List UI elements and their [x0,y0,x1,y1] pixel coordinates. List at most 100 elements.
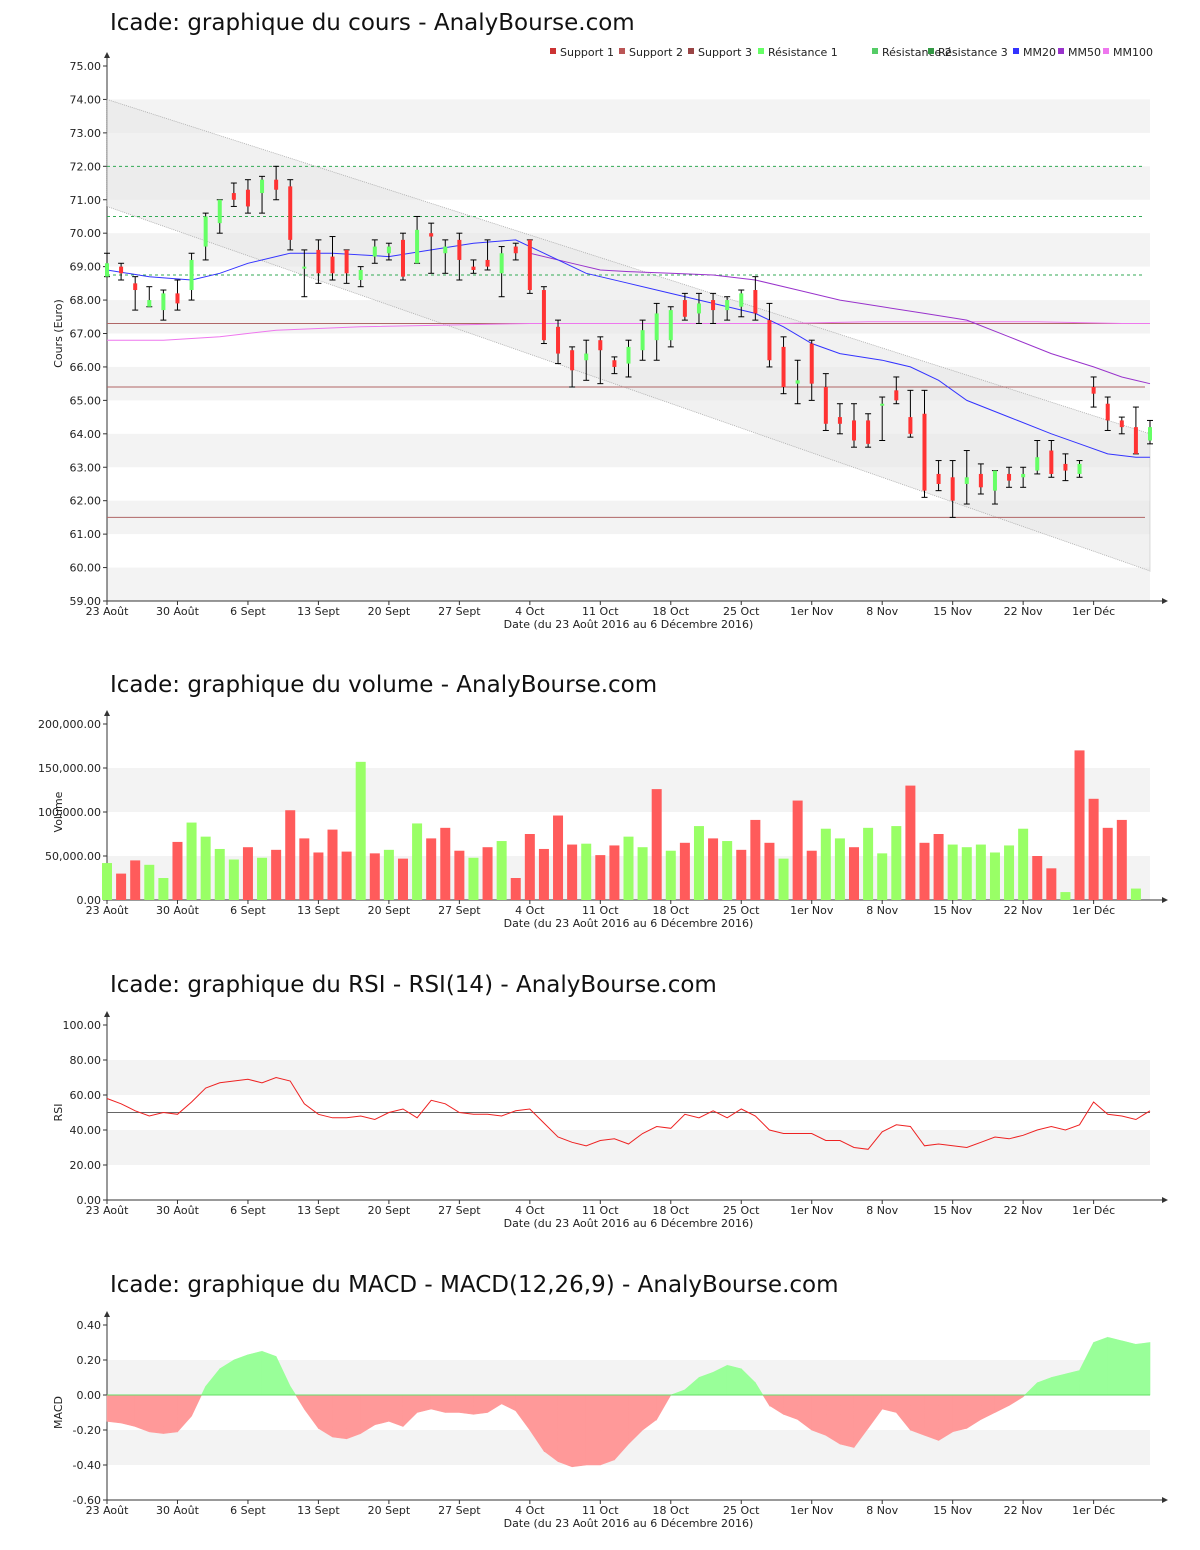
y-tick-label: 0.00 [77,1389,102,1402]
y-tick-label: 20.00 [70,1159,102,1172]
volume-bar [581,843,592,900]
mm20-line [106,239,1150,458]
candle-body [992,470,997,491]
y-tick-label: -0.20 [73,1424,101,1437]
x-tick-label: 6 Sept [230,1504,266,1517]
candle [188,252,195,301]
candle-body [1063,463,1068,471]
volume-bar [637,847,648,900]
x-axis-arrow [1162,1497,1168,1503]
volume-bar [919,842,930,900]
candle [949,460,956,518]
candle [484,239,491,271]
candle-body [795,380,800,384]
candle [1147,419,1153,445]
volume-bar [468,857,479,900]
x-axis-label: Date (du 23 Août 2016 au 6 Décembre 2016… [504,1517,754,1530]
candle-body [908,417,913,434]
candle-body [1133,427,1138,454]
candle [851,403,858,448]
x-tick-label: 8 Nov [866,1204,898,1217]
y-tick-label: 150,000.00 [38,762,101,775]
volume-bar [961,847,972,900]
candle [597,336,604,385]
volume-chart-title: Icade: graphique du volume - AnalyBourse… [110,672,658,698]
x-tick-label: 6 Sept [230,904,266,917]
candle [681,292,688,321]
x-tick-label: 27 Sept [438,1504,481,1517]
price-chart-title: Icade: graphique du cours - AnalyBourse.… [110,10,635,36]
x-tick-label: 22 Nov [1004,1204,1043,1217]
volume-bar [708,838,719,900]
candle [174,279,181,311]
candle-body [556,326,561,354]
volume-bar [454,850,465,900]
volume-bar [736,849,747,900]
x-tick-label: 18 Oct [653,605,690,618]
macd-chart-title: Icade: graphique du MACD - MACD(12,26,9)… [110,1272,839,1298]
price-chart: 59.00 60.00 61.00 62.00 63.00 64.00 65.00 66.00… [52,46,1168,631]
y-axis-arrow [104,710,110,716]
x-tick-label: 4 Oct [515,605,545,618]
x-tick-label: 11 Oct [582,1204,619,1217]
candle [625,339,632,378]
candle [385,242,392,261]
candle [822,373,829,431]
x-tick-label: 1er Déc [1072,605,1115,618]
volume-bar [975,844,986,900]
x-tick-label: 30 Août [156,1204,200,1217]
candle [1048,440,1055,478]
y-tick-label: 73.00 [70,127,102,140]
y-tick-label: 100.00 [63,1019,102,1032]
candle-body [1119,420,1124,428]
candle-body [612,360,617,367]
legend-label: MM50 [1068,46,1101,59]
y-tick-label: 70.00 [70,227,102,240]
x-tick-label: 22 Nov [1004,904,1043,917]
candle-body [978,473,983,488]
candle-body [725,300,730,311]
candle [879,396,886,441]
candle-body [640,330,645,351]
volume-bar [1018,828,1029,900]
x-tick-label: 30 Août [156,605,200,618]
x-tick-label: 13 Sept [297,904,340,917]
candle-body [584,353,589,361]
candle-body [767,320,772,361]
candle-body [598,340,603,351]
candle [132,276,139,311]
volume-bar [397,858,408,900]
candle [540,286,547,345]
candle-body [133,283,138,291]
legend-label: Support 2 [629,46,683,59]
candle [399,232,406,281]
legend-label: Support 3 [698,46,752,59]
x-tick-label: 20 Sept [368,1504,411,1517]
volume-bar [750,819,761,900]
candle-body [513,246,518,254]
volume-bar [383,849,394,900]
legend-label: Résistance 2 [882,46,952,59]
volume-bar [271,849,282,900]
price-panel: Icade: graphique du cours - AnalyBourse.… [0,0,1200,640]
legend-label: MM20 [1023,46,1056,59]
volume-bar [778,858,789,900]
candle [893,376,900,405]
volume-bar [1102,827,1113,900]
x-tick-label: 22 Nov [1004,1504,1043,1517]
x-tick-label: 23 Août [86,1504,130,1517]
candle [244,179,251,214]
x-tick-label: 20 Sept [368,605,411,618]
candle [1020,466,1027,488]
x-tick-label: 4 Oct [515,904,545,917]
volume-bar [200,836,211,900]
candle-body [471,266,476,270]
x-tick-label: 15 Nov [933,904,972,917]
y-tick-label: 75.00 [70,60,102,73]
x-tick-label: 15 Nov [933,605,972,618]
candle-body [499,253,504,274]
candle-body [626,346,631,364]
candle [202,212,209,261]
volume-bar [510,878,521,900]
volume-bar [327,829,338,900]
